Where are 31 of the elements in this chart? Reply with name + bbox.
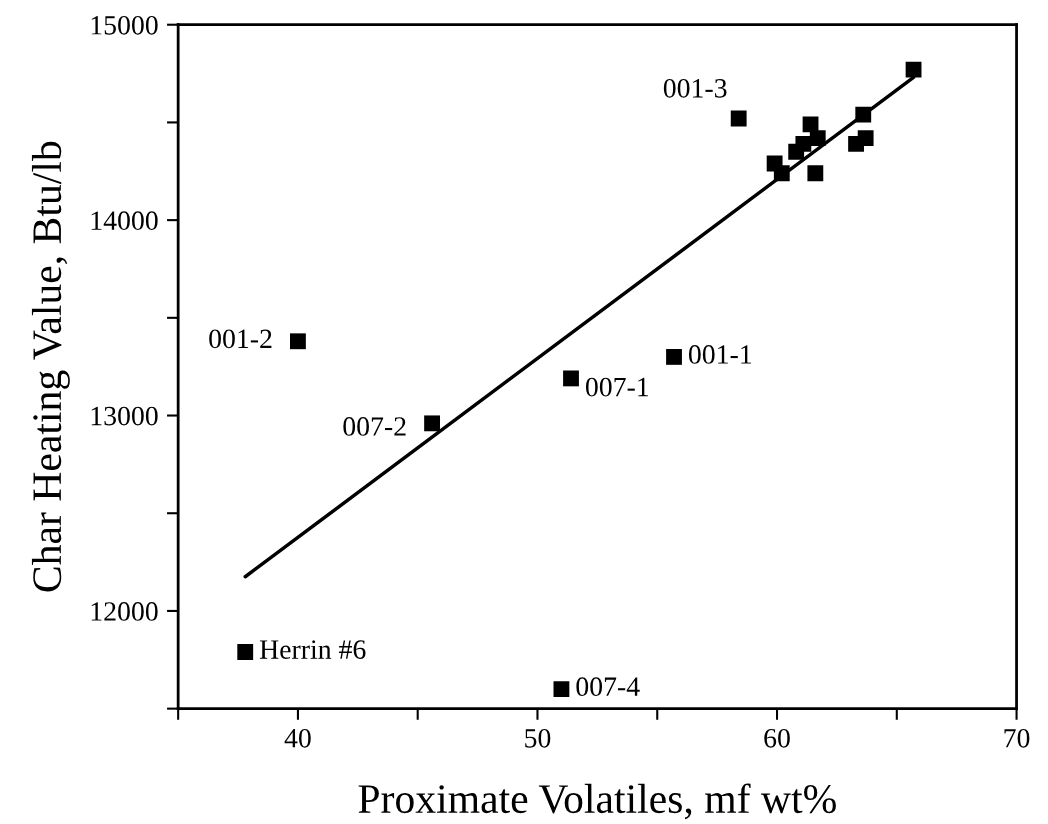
- y-tick-label: 15000: [91, 15, 158, 35]
- annotation: 007-4: [576, 677, 640, 697]
- annotation: 007-1: [585, 377, 649, 397]
- point: [424, 415, 440, 432]
- point: [788, 143, 805, 160]
- x-tick-label: 60: [764, 728, 790, 748]
- point: [553, 681, 570, 698]
- y-axis-title: Char Heating Value, Btu/lb: [31, 141, 70, 592]
- point: [237, 644, 254, 660]
- y-tick-label: 14000: [91, 211, 158, 231]
- x-tick-label: 50: [525, 728, 551, 748]
- annotation: Herrin #6: [259, 640, 366, 659]
- y-tick-label: 12000: [91, 602, 158, 621]
- point: [666, 348, 682, 365]
- point: [855, 106, 872, 123]
- annotation: 001-3: [663, 78, 727, 98]
- point: [730, 110, 747, 127]
- point: [857, 130, 874, 146]
- point: [905, 61, 922, 78]
- annotation: 007-2: [343, 417, 406, 436]
- x-tick-label: 70: [1004, 728, 1030, 748]
- point: [807, 165, 824, 182]
- point: [809, 130, 826, 146]
- y-tick-label: 13000: [91, 406, 158, 426]
- annotation: 001-1: [688, 345, 752, 364]
- x-axis-title: Proximate Volatiles, mf wt%: [358, 783, 836, 820]
- annotation: 001-2: [209, 329, 272, 349]
- point: [773, 165, 790, 182]
- x-tick-label: 40: [284, 728, 311, 748]
- point: [290, 333, 306, 350]
- point: [563, 370, 579, 387]
